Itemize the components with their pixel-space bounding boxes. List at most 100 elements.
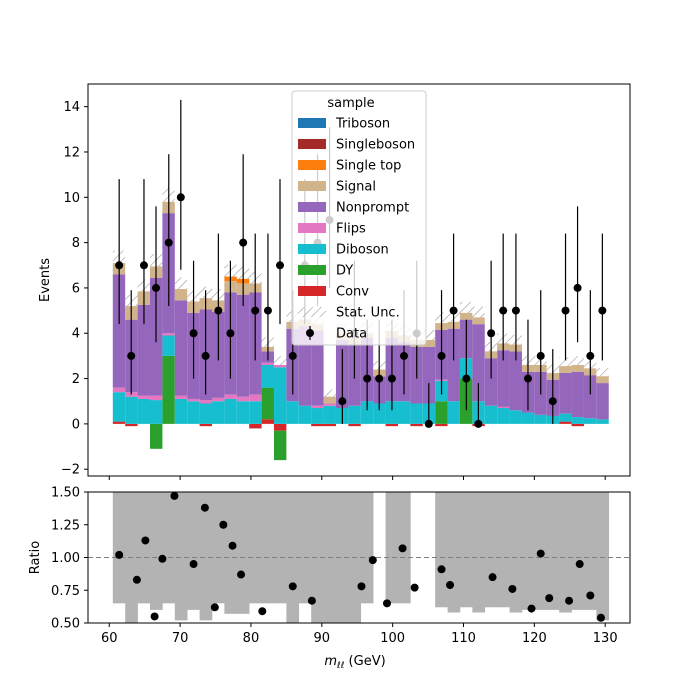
bar-nonprompt [497,350,510,407]
ratio-unc-band [174,492,188,621]
data-point [115,261,124,270]
ratio-y-tick-label: 1.00 [51,551,80,566]
bar-flips [162,333,175,336]
main-y-tick-label: −2 [61,463,80,478]
bar-conv [323,423,336,427]
main-plot-frame [87,83,631,477]
x-axis-label-main: m [324,654,337,669]
bar-diboson [236,401,250,424]
bar-diboson [559,413,572,422]
ratio-unc-band [187,492,200,610]
main-y-axis-label: Events [38,258,53,302]
ratio-unc-band [149,492,163,610]
bar-nonprompt [137,304,150,396]
bar-flips [174,395,188,399]
ratio-point [527,604,536,613]
ratio-point [368,556,377,565]
ratio-unc-band-group [112,492,610,623]
bar-dy [162,355,175,424]
ratio-y-tick-label: 0.50 [51,617,80,632]
ratio-point [288,582,297,591]
ratio-point [200,503,209,512]
ratio-x-tick-label: 60 [101,631,118,646]
data-point [152,283,161,292]
bar-conv [311,423,324,427]
main-y-tick-label: 12 [63,145,80,160]
ratio-point [219,520,228,529]
bar-diboson [273,367,287,424]
data-point [462,374,471,383]
bar-signal [422,340,436,347]
x-axis-label-sub: ℓℓ [336,661,344,671]
bar-diboson [162,335,175,356]
bar-dy [435,401,448,424]
bar-flips [261,362,274,365]
legend-swatch-flips [298,223,326,233]
ratio-y-ticks: 0.50 0.75 1.00 1.25 1.50 [51,486,88,632]
data-point [548,397,557,406]
bar-diboson [323,405,336,424]
ratio-unc-band [249,492,262,604]
data-point [263,306,272,315]
ratio-point [210,603,219,612]
ratio-point [536,549,545,558]
ratio-point [158,554,167,563]
ratio-point [410,583,419,592]
bar-conv [261,419,274,424]
bar-flips [249,394,262,402]
ratio-unc-band [583,492,597,610]
ratio-point [575,560,584,569]
bar-nonprompt [236,294,250,397]
legend-label-diboson: Diboson [336,243,389,258]
ratio-point [307,596,316,605]
bar-conv [559,421,572,424]
bar-conv [348,423,361,427]
ratio-x-tick-label: 130 [593,631,618,646]
bar-flips [112,387,126,393]
ratio-unc-band [447,492,461,613]
ratio-x-tick-label: 110 [451,631,476,646]
bar-diboson [211,401,225,424]
ratio-point [508,584,517,593]
bar-nonprompt [559,372,572,414]
ratio-point [488,573,497,582]
bar-nonprompt [571,371,584,418]
bar-flips [323,403,336,406]
ratio-unc-band [571,492,585,610]
data-point [523,374,532,383]
bar-diboson [447,401,460,424]
main-y-tick-label: 10 [63,191,80,206]
ratio-unc-band [261,492,275,604]
bar-diboson [112,392,126,422]
ratio-unc-band [199,492,213,621]
bar-signal [174,289,188,301]
data-point [363,374,372,383]
bar-diboson [571,417,584,424]
bar-diboson [311,408,324,424]
ratio-point [115,550,124,559]
bar-diboson [174,398,188,424]
legend-label-singleboson: Singleboson [336,138,415,153]
data-point [127,351,136,360]
bar-flips [273,364,287,368]
data-point [201,351,210,360]
ratio-unc-band [596,492,610,621]
bar-diboson [509,410,522,424]
legend-label-dy: DY [336,264,353,279]
bar-diboson [286,401,299,424]
data-point [375,374,384,383]
bar-diboson [199,403,212,424]
data-point [487,329,496,338]
legend-swatch-singleboson [298,139,326,149]
ratio-unc-band [509,492,523,613]
ratio-unc-band [236,492,250,614]
bar-nonprompt [583,375,597,419]
bar-flips [137,395,150,399]
ratio-points-group [115,491,605,622]
bar-flips [224,394,237,399]
legend-swatch-stat-unc [298,307,326,317]
bar-diboson [261,364,274,388]
legend-items: Triboson Singleboson Single top Signal Nonpr… [298,117,415,342]
data-point [536,351,545,360]
ratio-unc-band [546,492,560,610]
